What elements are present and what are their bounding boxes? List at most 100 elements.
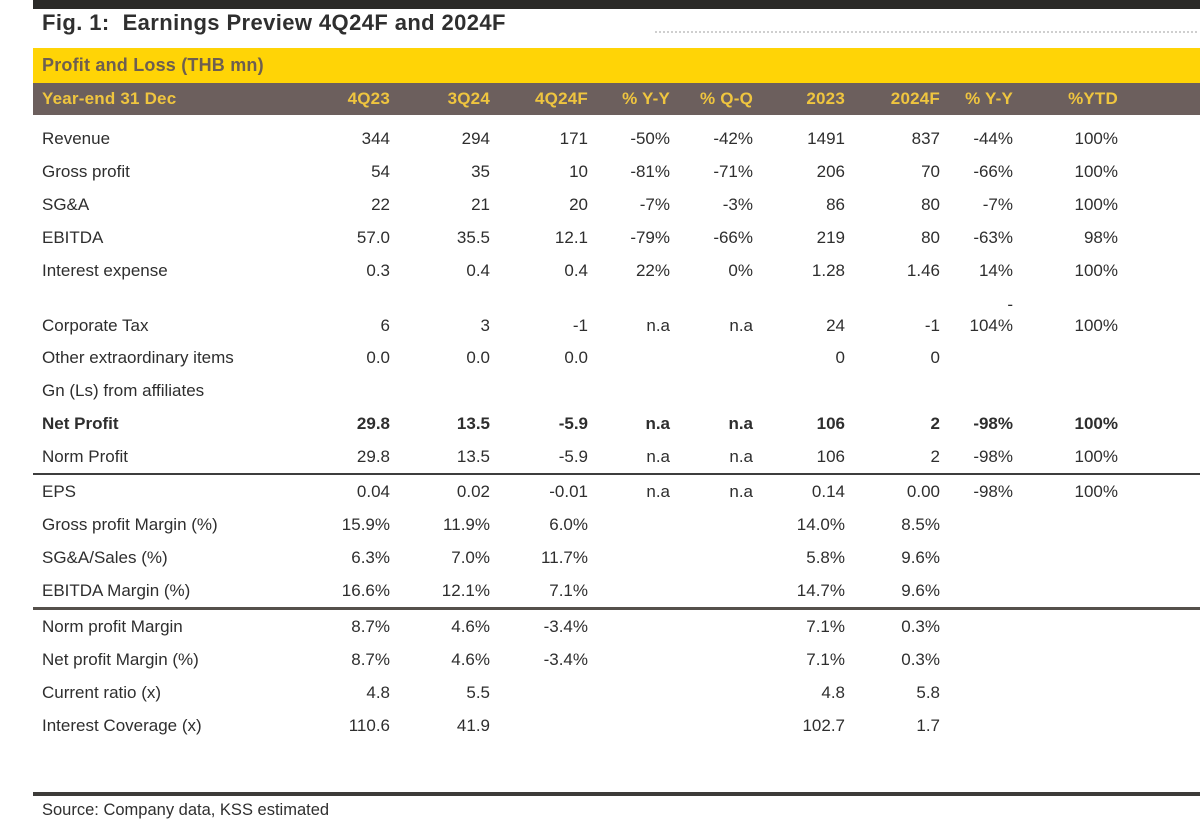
title-divider [655,31,1197,33]
row-label: Current ratio (x) [42,682,162,702]
cell: 4.8 [821,682,845,702]
row-label: SG&A [42,194,90,214]
cell [940,643,1013,676]
pnl-table: Year-end 31 Dec 4Q23 3Q24 4Q24F% Y-Y% Q-Q 20… [33,83,1200,742]
cell: 106 [816,413,845,433]
column-header: 4Q23 [347,89,390,108]
cell: 102.7 [802,715,845,735]
cell: -1 [572,316,588,335]
cell: 5.5 [466,682,490,702]
cell [1013,676,1118,709]
cell: 5.8% [806,547,845,567]
source-note: Source: Company data, KSS estimated [42,801,330,819]
cell: 0.0 [366,347,390,367]
cell: n.a [729,316,753,335]
table-row: Norm Profit 29.8 13.5 -5.9 n.a n.a 106 2 -98% 100… [33,440,1200,474]
cell: 22% [635,260,670,280]
cell: 6.0% [549,514,588,534]
cell [1013,374,1118,407]
cell [588,508,670,541]
cell: 100% [1074,194,1118,214]
cell: 100% [1074,128,1118,148]
cell: -98% [973,446,1013,466]
cell: 98% [1083,227,1118,247]
cell: -81% [630,161,670,181]
table-row: Current ratio (x) 4.8 5.5 4.8 5.8 [33,676,1200,709]
cell: 100% [1074,316,1118,335]
cell: 110.6 [348,715,390,735]
cell [588,676,670,709]
table-row: Other extraordinary items 0.0 0.0 0.0 0 0 [33,341,1200,374]
cell: -63% [973,227,1013,247]
cell: 7.0% [451,547,490,567]
cell [670,643,753,676]
table-row: Revenue 344 294 171 -50% -42% 1491 837 -44% 100% [33,122,1200,155]
cell: 100% [1074,446,1118,466]
section-header: Profit and Loss (THB mn) [33,48,1200,83]
cell: 54 [371,161,390,181]
cell [1013,609,1118,644]
cell [1013,541,1118,574]
table-row: Net profit Margin (%) 8.7% 4.6% -3.4% 7.1% 0.… [33,643,1200,676]
row-spacer [1118,643,1200,676]
top-border [33,0,1200,9]
cell: -44% [973,128,1013,148]
row-spacer [1118,374,1200,407]
cell: 171 [559,128,588,148]
row-label: Corporate Tax [42,316,149,335]
cell: -98% [973,413,1013,433]
cell: 8.7% [351,649,390,669]
cell [490,374,588,407]
cell: -42% [713,128,753,148]
cell: 0.00 [906,481,940,501]
cell: 4.6% [451,616,490,636]
row-spacer [1118,508,1200,541]
table-row: SG&A/Sales (%) 6.3% 7.0% 11.7% 5.8% 9.6% [33,541,1200,574]
cell: 1.28 [811,260,845,280]
cell: n.a [646,446,670,466]
cell [940,574,1013,609]
cell: -0.01 [549,481,588,501]
cell [588,643,670,676]
cell: 11.7% [541,547,588,567]
cell: -3% [722,194,753,214]
cell [1013,508,1118,541]
spacer-row [33,115,1200,122]
cell: 57.0 [356,227,390,247]
cell: 24 [826,316,845,335]
cell: 7.1% [806,616,845,636]
cell: 29.8 [356,446,390,466]
cell [390,374,490,407]
cell: -7% [982,194,1013,214]
cell: 16.6% [341,580,390,600]
cell [323,374,390,407]
cell: 12.1 [554,227,588,247]
cell [588,609,670,644]
row-spacer [1118,254,1200,287]
cell: n.a [646,481,670,501]
cell: 219 [816,227,845,247]
cell [1013,574,1118,609]
table-row: Net Profit 29.8 13.5 -5.9 n.a n.a 106 2 -98% 100% [33,407,1200,440]
cell: -7% [639,194,670,214]
row-spacer [1118,122,1200,155]
cell: 4.6% [451,649,490,669]
row-spacer [1118,221,1200,254]
cell: n.a [728,413,753,433]
row-label: EBITDA Margin (%) [42,580,191,600]
cell: 0.04 [356,481,390,501]
table-row: SG&A 22 21 20 -7% -3% 86 80 -7% 100% [33,188,1200,221]
cell: 41.9 [456,715,490,735]
cell [940,541,1013,574]
table-row: EBITDA Margin (%) 16.6% 12.1% 7.1% 14.7% 9.6% [33,574,1200,609]
row-label: SG&A/Sales (%) [42,547,168,567]
cell: -3.4% [543,649,588,669]
row-label: Net profit Margin (%) [42,649,199,669]
row-label: Interest expense [42,260,168,280]
row-label: Revenue [42,128,111,148]
cell: 100% [1074,481,1118,501]
row-spacer [1118,541,1200,574]
row-label: EBITDA [42,227,104,247]
cell: 9.6% [901,580,940,600]
cell [753,374,845,407]
